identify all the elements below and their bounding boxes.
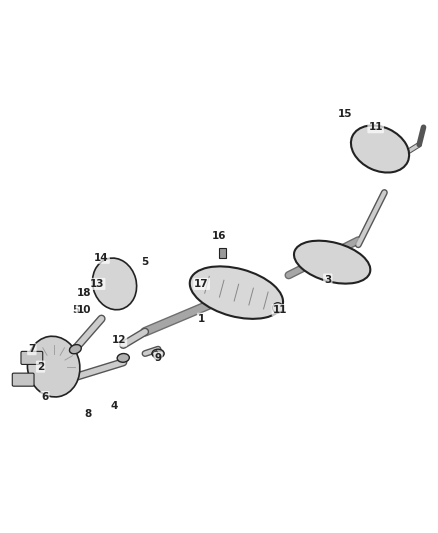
Text: 17: 17	[194, 279, 209, 289]
Ellipse shape	[294, 241, 371, 284]
FancyBboxPatch shape	[21, 351, 43, 365]
Text: 6: 6	[41, 392, 49, 402]
Text: 18: 18	[77, 288, 92, 297]
Ellipse shape	[190, 266, 283, 319]
FancyBboxPatch shape	[12, 373, 34, 386]
Text: 16: 16	[212, 231, 226, 241]
Ellipse shape	[70, 345, 81, 354]
Text: 14: 14	[94, 253, 109, 263]
Bar	[152, 351, 160, 360]
Text: 1: 1	[198, 314, 205, 324]
Text: 2: 2	[37, 361, 44, 372]
Text: 3: 3	[324, 274, 332, 285]
Circle shape	[272, 303, 283, 313]
Bar	[219, 248, 226, 258]
Ellipse shape	[152, 349, 164, 358]
Text: 11: 11	[273, 305, 287, 315]
Text: 9: 9	[155, 353, 162, 363]
Text: 13: 13	[90, 279, 104, 289]
Text: 10: 10	[77, 305, 92, 315]
Text: 12: 12	[112, 335, 126, 345]
Ellipse shape	[92, 258, 137, 310]
Ellipse shape	[27, 336, 80, 397]
Text: 8: 8	[85, 409, 92, 419]
Text: 5: 5	[72, 305, 79, 315]
Text: 7: 7	[28, 344, 35, 354]
Ellipse shape	[117, 353, 129, 362]
Text: 15: 15	[338, 109, 353, 119]
Ellipse shape	[351, 125, 409, 173]
Text: 11: 11	[368, 122, 383, 132]
Text: 5: 5	[141, 257, 148, 267]
Text: 4: 4	[111, 401, 118, 411]
